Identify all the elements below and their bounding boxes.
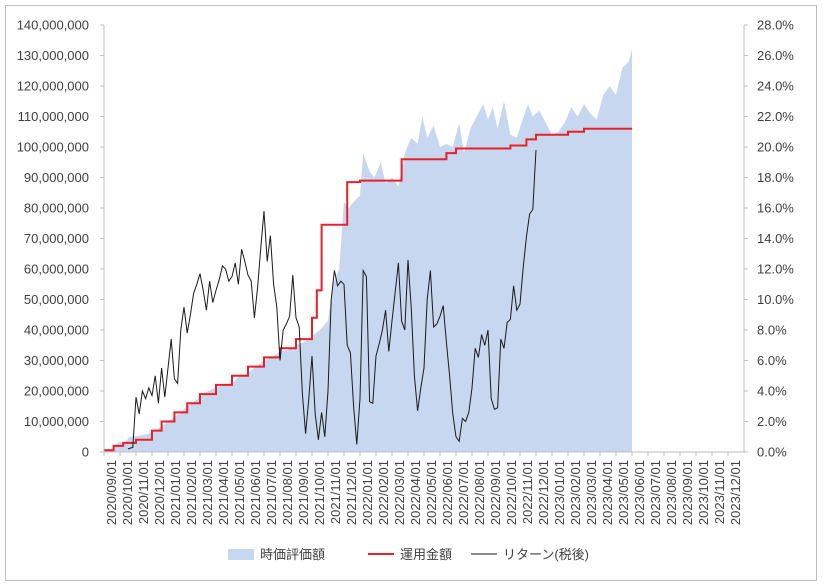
x-axis-tick-label: 2021/04/01 xyxy=(216,460,231,525)
x-axis-tick-label: 2021/06/01 xyxy=(248,460,263,525)
left-axis-tick-label: 100,000,000 xyxy=(17,140,89,155)
left-axis-tick-label: 50,000,000 xyxy=(24,292,89,307)
right-axis-tick-label: 26.0% xyxy=(757,48,794,63)
right-axis-tick-label: 4.0% xyxy=(757,384,787,399)
left-axis-tick-label: 70,000,000 xyxy=(24,231,89,246)
x-axis-tick-label: 2022/09/01 xyxy=(488,460,503,525)
x-axis-tick-label: 2022/11/01 xyxy=(520,460,535,524)
left-axis-tick-label: 80,000,000 xyxy=(24,201,89,216)
x-axis-tick-label: 2021/03/01 xyxy=(200,460,215,525)
x-axis-tick-label: 2023/03/01 xyxy=(584,460,599,525)
left-axis-tick-label: 120,000,000 xyxy=(17,79,89,94)
x-axis-tick-label: 2023/05/01 xyxy=(616,460,631,525)
right-axis-tick-label: 6.0% xyxy=(757,353,787,368)
left-axis-tick-label: 110,000,000 xyxy=(18,109,89,124)
x-axis-tick-label: 2021/01/01 xyxy=(168,460,183,525)
legend-label-return: リターン(税後) xyxy=(503,547,589,562)
right-axis-tick-label: 16.0% xyxy=(757,201,794,216)
x-axis-tick-label: 2021/10/01 xyxy=(312,460,327,525)
left-axis-tick-label: 10,000,000 xyxy=(24,414,89,429)
x-axis-tick-label: 2022/04/01 xyxy=(408,460,423,525)
x-axis-tick-label: 2022/01/01 xyxy=(360,460,375,525)
x-axis-tick-label: 2020/10/01 xyxy=(120,460,135,525)
x-axis-tick-label: 2023/12/01 xyxy=(728,460,743,525)
left-axis-tick-label: 140,000,000 xyxy=(17,18,89,33)
left-axis-tick-label: 60,000,000 xyxy=(24,262,89,277)
legend-swatch-market-value xyxy=(228,549,254,560)
x-axis-tick-label: 2023/10/01 xyxy=(696,460,711,525)
legend: 時価評価額 運用金額 リターン(税後) xyxy=(228,547,589,562)
x-axis-tick-label: 2020/12/01 xyxy=(152,460,167,525)
right-axis-tick-label: 28.0% xyxy=(757,18,794,33)
x-axis-tick-label: 2023/06/01 xyxy=(632,460,647,525)
x-axis-tick-label: 2023/11/01 xyxy=(712,460,727,524)
right-axis-tick-label: 12.0% xyxy=(757,262,794,277)
x-axis-tick-label: 2023/09/01 xyxy=(680,460,695,525)
series-invested-line xyxy=(104,127,632,452)
x-axis-tick-label: 2021/11/01 xyxy=(328,460,343,524)
right-axis-tick-label: 22.0% xyxy=(757,109,794,124)
left-axis-tick-label: 0 xyxy=(82,445,89,460)
x-axis-tick-label: 2022/05/01 xyxy=(424,460,439,525)
left-axis-tick-label: 90,000,000 xyxy=(24,170,89,185)
legend-label-invested: 運用金額 xyxy=(400,547,452,562)
left-axis-tick-label: 40,000,000 xyxy=(24,323,89,338)
x-axis-tick-label: 2020/09/01 xyxy=(104,460,119,525)
x-axis-tick-label: 2023/04/01 xyxy=(600,460,615,525)
x-axis-tick-label: 2022/12/01 xyxy=(536,460,551,525)
right-axis: 0.0% 2.0% 4.0% 6.0% 8.0% 10.0% 12.0% 14.0% 16.0%… xyxy=(743,18,794,460)
left-axis-tick-label: 20,000,000 xyxy=(24,384,89,399)
left-axis-tick-label: 130,000,000 xyxy=(17,48,89,63)
x-axis-tick-label: 2021/12/01 xyxy=(344,460,359,525)
x-axis-tick-label: 2023/08/01 xyxy=(664,460,679,525)
x-axis-tick-label: 2021/09/01 xyxy=(296,460,311,525)
x-axis-tick-label: 2023/07/01 xyxy=(648,460,663,525)
x-axis-tick-label: 2022/03/01 xyxy=(392,460,407,525)
left-axis-tick-label: 30,000,000 xyxy=(24,353,89,368)
plot-area xyxy=(104,49,632,453)
right-axis-tick-label: 8.0% xyxy=(757,323,787,338)
x-axis-tick-label: 2022/10/01 xyxy=(504,460,519,525)
right-axis-tick-label: 0.0% xyxy=(757,445,787,460)
series-market-value-area xyxy=(104,49,632,453)
right-axis-tick-label: 18.0% xyxy=(757,170,794,185)
x-axis-tick-label: 2023/02/01 xyxy=(568,460,583,525)
right-axis-tick-label: 20.0% xyxy=(757,140,794,155)
x-axis-tick-label: 2021/07/01 xyxy=(264,460,279,525)
right-axis-tick-label: 24.0% xyxy=(757,79,794,94)
x-axis-tick-label: 2022/02/01 xyxy=(376,460,391,525)
x-axis: 2020/09/01 2020/10/01 2020/11/01 2020/12/01… xyxy=(103,451,744,525)
right-axis-tick-label: 14.0% xyxy=(757,231,794,246)
x-axis-tick-label: 2023/01/01 xyxy=(552,460,567,525)
x-axis-tick-label: 2022/07/01 xyxy=(456,460,471,525)
right-axis-tick-label: 2.0% xyxy=(757,414,787,429)
series-return-line xyxy=(127,149,537,450)
left-axis: 0 10,000,000 20,000,000 30,000,000 40,000,00… xyxy=(17,18,105,460)
x-axis-tick-label: 2020/11/01 xyxy=(136,460,151,524)
x-axis-tick-label: 2021/05/01 xyxy=(232,460,247,525)
x-axis-tick-label: 2021/08/01 xyxy=(280,460,295,525)
right-axis-tick-label: 10.0% xyxy=(757,292,794,307)
x-axis-tick-label: 2022/06/01 xyxy=(440,460,455,525)
legend-label-market-value: 時価評価額 xyxy=(260,547,325,562)
x-axis-tick-label: 2022/08/01 xyxy=(472,460,487,525)
x-axis-tick-label: 2021/02/01 xyxy=(184,460,199,525)
